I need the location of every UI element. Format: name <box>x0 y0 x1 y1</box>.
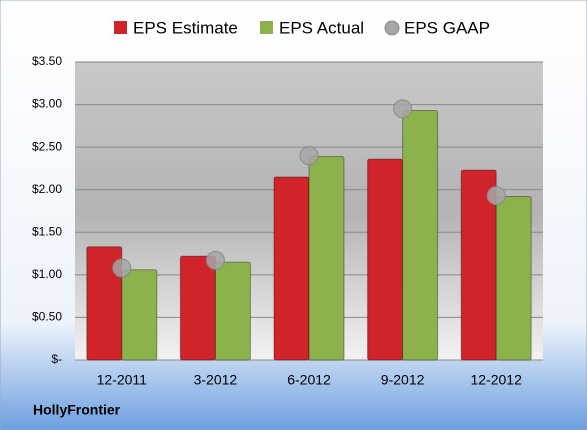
bar <box>179 255 216 361</box>
bar <box>214 261 251 361</box>
legend-label: EPS Actual <box>279 18 364 37</box>
marker <box>112 258 132 278</box>
y-tick-label: $3.50 <box>32 54 62 68</box>
legend-label: EPS GAAP <box>404 18 490 37</box>
marker <box>393 99 413 119</box>
bar <box>367 158 404 361</box>
x-tick-label: 6-2012 <box>287 372 331 388</box>
marker <box>486 186 506 206</box>
y-tick-label: $1.50 <box>32 224 62 238</box>
bar <box>121 269 158 361</box>
x-tick-label: 12-2012 <box>471 372 523 388</box>
bar <box>273 176 310 361</box>
bar <box>308 156 345 361</box>
marker <box>205 250 225 270</box>
legend-marker <box>260 21 273 34</box>
y-tick-label: $2.50 <box>32 139 62 153</box>
bar <box>402 110 439 361</box>
y-tick-label: $2.00 <box>32 182 62 196</box>
x-tick-label: 3-2012 <box>194 372 238 388</box>
x-tick-label: 9-2012 <box>381 372 425 388</box>
y-tick-label: $- <box>51 352 62 366</box>
legend-marker <box>384 20 400 36</box>
marker <box>299 146 319 166</box>
legend-label: EPS Estimate <box>133 18 238 37</box>
y-tick-label: $0.50 <box>32 310 62 324</box>
bar <box>495 196 532 361</box>
y-tick-label: $3.00 <box>32 97 62 111</box>
caption: HollyFrontier <box>33 402 121 418</box>
x-tick-label: 12-2011 <box>97 372 148 388</box>
legend-marker <box>114 21 127 34</box>
y-tick-label: $1.00 <box>32 267 62 281</box>
